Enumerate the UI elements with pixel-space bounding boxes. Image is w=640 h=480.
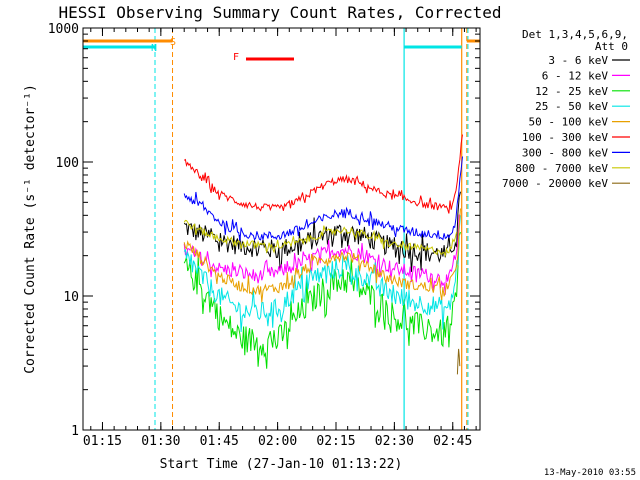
chart-title: HESSI Observing Summary Count Rates, Cor… [58, 3, 501, 22]
annotation-n: N [151, 43, 157, 54]
axes: 01:15 01:30 01:45 02:00 02:15 02:30 02:45 1 10 10… [48, 22, 480, 449]
x-tick-label: 02:45 [433, 434, 472, 449]
legend-entry-label: 12 - 25 keV [535, 85, 608, 98]
y-tick-label: 100 [56, 156, 79, 171]
legend-entry-label: 3 - 6 keV [548, 54, 608, 67]
legend: Det 1,3,4,5,6,9,Att 03 - 6 keV 6 - 12 keV… [502, 28, 630, 190]
y-tick-label: 1000 [48, 22, 79, 37]
x-tick-label: 02:15 [316, 434, 355, 449]
annotation-f: F [233, 52, 239, 63]
legend-entry-label: 25 - 50 keV [535, 100, 608, 113]
series-2-line [183, 231, 461, 369]
legend-header-line-2: Att 0 [595, 40, 628, 53]
x-tick-label: 02:30 [375, 434, 414, 449]
series-7-line [183, 219, 458, 258]
x-axis-label: Start Time (27-Jan-10 01:13:22) [160, 457, 403, 472]
series-1-line [183, 214, 461, 295]
series-6-line [183, 156, 463, 242]
legend-entry-label: 800 - 7000 keV [515, 162, 608, 175]
legend-header-line-1: Det 1,3,4,5,6,9, [522, 28, 628, 41]
x-tick-label: 02:00 [258, 434, 297, 449]
legend-entry-label: 6 - 12 keV [542, 69, 609, 82]
legend-entry-label: 100 - 300 keV [522, 131, 608, 144]
annotation-s: S [170, 37, 176, 48]
series-8-line [456, 348, 461, 375]
legend-entry-label: 300 - 800 keV [522, 146, 608, 159]
footer-timestamp: 13-May-2010 03:55 [544, 468, 636, 478]
x-tick-label: 01:15 [83, 434, 122, 449]
plot-frame [82, 27, 481, 431]
x-tick-label: 01:45 [200, 434, 239, 449]
x-tick-label: 01:30 [141, 434, 180, 449]
series-5-line [183, 134, 463, 214]
y-tick-label: 10 [63, 290, 79, 305]
legend-entry-label: 50 - 100 keV [529, 116, 609, 129]
legend-entry-label: 7000 - 20000 keV [502, 177, 608, 190]
series-0-line [183, 191, 461, 272]
series-3-line [183, 215, 461, 333]
series-4-line [183, 208, 461, 303]
y-tick-label: 1 [71, 424, 79, 439]
y-axis-label: Corrected Count Rate (s⁻¹ detector⁻¹) [23, 84, 38, 374]
